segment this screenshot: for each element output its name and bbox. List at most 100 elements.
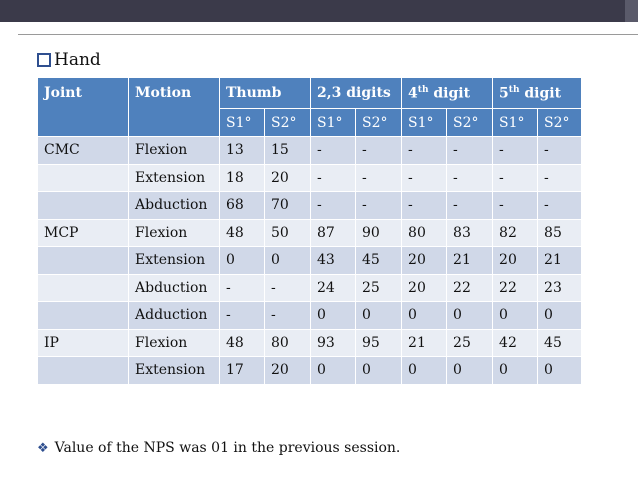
value-cell: - [446, 136, 494, 165]
value-cell: - [401, 191, 448, 220]
subheader-cell: S1° [401, 108, 448, 137]
table-row: MCP Flexion 48 50 87 90 80 83 82 85 [37, 218, 583, 247]
value-cell: 22 [446, 273, 494, 302]
col-header-digit-5: 5th digit [492, 77, 583, 109]
value-cell: 0 [401, 356, 448, 385]
value-cell: - [219, 301, 265, 330]
digit-4-number: 4 [408, 85, 418, 102]
value-cell: - [355, 163, 403, 192]
joint-cell: MCP [37, 218, 129, 247]
value-cell: - [401, 163, 448, 192]
value-cell: 0 [401, 301, 448, 330]
value-cell: - [355, 136, 403, 165]
range-of-motion-table: Joint Motion Thumb 2,3 digits 4th digit … [37, 77, 583, 385]
table-header-row: Joint Motion Thumb 2,3 digits 4th digit … [37, 77, 583, 137]
value-cell: - [263, 301, 312, 330]
value-cell: 0 [219, 246, 265, 275]
value-cell: 87 [310, 218, 357, 247]
value-cell: 0 [446, 356, 494, 385]
col-header-thumb: Thumb [218, 77, 312, 109]
table-row: Abduction 68 70- - - - - - [37, 191, 583, 220]
value-cell: 20 [263, 356, 312, 385]
motion-cell: Extension [128, 356, 220, 385]
motion-cell: Adduction [128, 301, 220, 330]
motion-cell: Flexion [128, 328, 220, 357]
joint-cell [37, 273, 129, 302]
heading-text: Hand [54, 50, 101, 70]
value-cell: 20 [492, 246, 539, 275]
value-cell: 23 [537, 273, 583, 302]
value-cell: 93 [310, 328, 357, 357]
value-cell: 50 [263, 218, 312, 247]
joint-cell [37, 301, 129, 330]
subheader-cell: S1° [219, 108, 265, 137]
value-cell: 0 [263, 246, 312, 275]
value-cell: 0 [310, 356, 357, 385]
motion-cell: Abduction [128, 191, 220, 220]
value-cell: 0 [537, 301, 583, 330]
motion-cell: Extension [128, 163, 220, 192]
value-cell: - [310, 136, 357, 165]
value-cell: - [446, 191, 494, 220]
session-note: ❖ Value of the NPS was 01 in the previou… [37, 440, 400, 456]
table-row: Extension 17 20 0 0 0 0 0 0 [37, 356, 583, 385]
value-cell: 21 [537, 246, 583, 275]
value-cell: 45 [355, 246, 403, 275]
diamond-bullet-icon: ❖ [37, 440, 49, 456]
value-cell: 0 [492, 356, 539, 385]
slide-heading: Hand [37, 50, 101, 70]
value-cell: 25 [355, 273, 403, 302]
joint-cell [37, 246, 129, 275]
value-cell: 70 [263, 191, 312, 220]
value-cell: - [401, 136, 448, 165]
value-cell: - [446, 163, 494, 192]
value-cell: 25 [446, 328, 494, 357]
value-cell: 20 [263, 163, 312, 192]
col-header-motion: Motion [128, 77, 220, 137]
value-cell: - [355, 191, 403, 220]
motion-cell: Flexion [128, 136, 220, 165]
col-header-joint: Joint [37, 77, 129, 137]
table-row: Extension 18 20- - - - - - [37, 163, 583, 192]
value-cell: 0 [537, 356, 583, 385]
joint-cell: CMC [37, 136, 129, 165]
joint-cell [37, 163, 129, 192]
table-body: CMC Flexion 13 15- - - - - - Extension 18 20- - - - - - A… [37, 136, 583, 385]
value-cell: 42 [492, 328, 539, 357]
value-cell: 0 [492, 301, 539, 330]
joint-cell [37, 191, 129, 220]
value-cell: 20 [401, 273, 448, 302]
table-row: IP Flexion 48 80 93 95 21 25 42 45 [37, 328, 583, 357]
subheader-cell: S2° [446, 108, 494, 137]
value-cell: 18 [219, 163, 265, 192]
value-cell: 0 [355, 356, 403, 385]
value-cell: 20 [401, 246, 448, 275]
value-cell: 45 [537, 328, 583, 357]
value-cell: 43 [310, 246, 357, 275]
value-cell: - [310, 163, 357, 192]
value-cell: 13 [219, 136, 265, 165]
value-cell: 17 [219, 356, 265, 385]
value-cell: 15 [263, 136, 312, 165]
value-cell: 22 [492, 273, 539, 302]
value-cell: 85 [537, 218, 583, 247]
value-cell: 21 [446, 246, 494, 275]
value-cell: - [537, 136, 583, 165]
digit-5-label: digit [519, 85, 562, 102]
table-row: Extension 0 0 43 45 20 21 20 21 [37, 246, 583, 275]
value-cell: - [263, 273, 312, 302]
value-cell: 24 [310, 273, 357, 302]
motion-cell: Extension [128, 246, 220, 275]
digit-4-suffix: th [417, 84, 429, 95]
value-cell: 21 [401, 328, 448, 357]
value-cell: 68 [219, 191, 265, 220]
top-bar [0, 0, 638, 22]
col-header-digits-2-3: 2,3 digits [310, 77, 403, 109]
value-cell: - [537, 163, 583, 192]
value-cell: 80 [263, 328, 312, 357]
digit-4-label: digit [428, 85, 471, 102]
value-cell: - [310, 191, 357, 220]
motion-cell: Flexion [128, 218, 220, 247]
table-row: Adduction - -0 0 0 0 0 0 [37, 301, 583, 330]
note-text: Value of the NPS was 01 in the previous … [54, 440, 401, 456]
